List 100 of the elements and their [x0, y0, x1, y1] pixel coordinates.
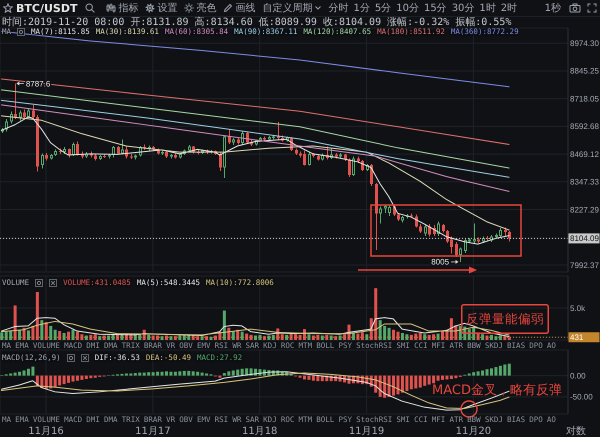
bar	[414, 376, 418, 388]
bar	[40, 320, 44, 340]
bar	[240, 332, 244, 340]
bar	[508, 337, 511, 340]
candlestick	[41, 152, 44, 170]
x-tick-label: 11月19	[348, 426, 384, 437]
bar	[374, 288, 378, 340]
candlestick	[161, 150, 164, 156]
bar	[254, 336, 258, 340]
bar	[468, 373, 471, 376]
text: 15分	[424, 2, 447, 15]
bar	[36, 292, 39, 340]
bar	[285, 334, 288, 340]
bar	[232, 332, 235, 340]
text: 亮色	[196, 2, 216, 15]
bar	[378, 320, 382, 340]
y-tick-label: 8845.25	[570, 66, 600, 76]
bar	[182, 336, 186, 340]
x-tick-label: 11月18	[242, 426, 278, 437]
bar	[14, 305, 17, 340]
bar	[200, 336, 204, 340]
bar	[89, 376, 92, 378]
candlestick	[424, 224, 427, 236]
bar	[49, 376, 52, 388]
candlestick	[379, 206, 382, 224]
bar	[26, 330, 30, 340]
bar	[31, 366, 34, 376]
bar	[4, 332, 8, 340]
x-tick-label: 11月20	[456, 426, 492, 437]
bar	[392, 330, 396, 340]
bar	[164, 336, 168, 340]
bar	[258, 334, 262, 340]
y-tick-label: -50.00	[570, 392, 594, 402]
text: 30分	[452, 2, 474, 15]
bar	[418, 376, 422, 388]
bar	[405, 334, 408, 340]
text: BTC/USDT	[16, 2, 78, 14]
bar	[67, 332, 70, 340]
bar	[316, 334, 320, 340]
bar	[49, 326, 52, 340]
candlestick	[464, 238, 467, 254]
bar	[71, 330, 74, 340]
bar	[94, 334, 97, 340]
bar	[152, 336, 155, 340]
bar	[262, 336, 266, 340]
x-tick-label: 11月16	[28, 426, 64, 437]
candlestick	[232, 138, 235, 146]
line-series	[0, 100, 510, 178]
candlestick	[36, 114, 39, 172]
bar	[334, 336, 338, 340]
bar	[338, 336, 342, 340]
bar	[307, 334, 310, 340]
bar	[89, 334, 92, 340]
bar	[365, 334, 368, 340]
bar	[174, 336, 177, 340]
line-series	[0, 89, 510, 169]
bar	[116, 334, 120, 340]
bar	[320, 336, 324, 340]
text: 5分	[374, 2, 392, 15]
bar	[160, 336, 164, 340]
bar	[182, 370, 186, 376]
bar	[0, 332, 4, 340]
candlestick	[237, 138, 240, 145]
bar	[418, 332, 422, 340]
text: 自定义周期	[262, 2, 312, 15]
text: 画线	[235, 2, 256, 15]
candlestick	[130, 153, 133, 160]
bar	[330, 336, 333, 340]
bar	[62, 332, 66, 340]
bar	[498, 336, 502, 340]
y-tick-label: 0.00	[570, 371, 586, 380]
bar	[205, 336, 208, 340]
y-tick-label: 8104.09	[570, 234, 600, 244]
bar	[428, 334, 431, 340]
text: 对数	[566, 424, 586, 437]
line-series	[0, 104, 510, 192]
chart-subtitle: 时间:2019-11-20 08:00 开:8131.89 高:8134.60 低:8089.99 收:8104.09 涨幅:-0.32% 振幅:0.55%	[2, 17, 512, 28]
candlestick	[295, 148, 298, 156]
bar	[222, 310, 226, 340]
text: 1时	[479, 2, 496, 15]
bar	[44, 322, 48, 340]
bar	[325, 334, 328, 340]
bar	[481, 334, 484, 340]
bar	[423, 334, 426, 340]
bar	[360, 332, 364, 340]
text: 指标	[118, 2, 138, 15]
bar	[102, 336, 106, 340]
y-tick-label: 5.0k	[570, 304, 586, 313]
text: 2时	[500, 2, 518, 15]
bar	[272, 334, 275, 340]
bar	[414, 334, 418, 340]
y-tick-label: 431	[570, 333, 584, 342]
bar	[187, 370, 190, 376]
y-tick-label: 8347.33	[570, 178, 600, 187]
bar	[107, 336, 110, 340]
annotation: 8005	[431, 258, 450, 267]
bar	[147, 334, 150, 340]
bar	[84, 336, 88, 340]
text: 分时	[328, 2, 348, 15]
y-tick-label: 8718.05	[570, 94, 600, 104]
